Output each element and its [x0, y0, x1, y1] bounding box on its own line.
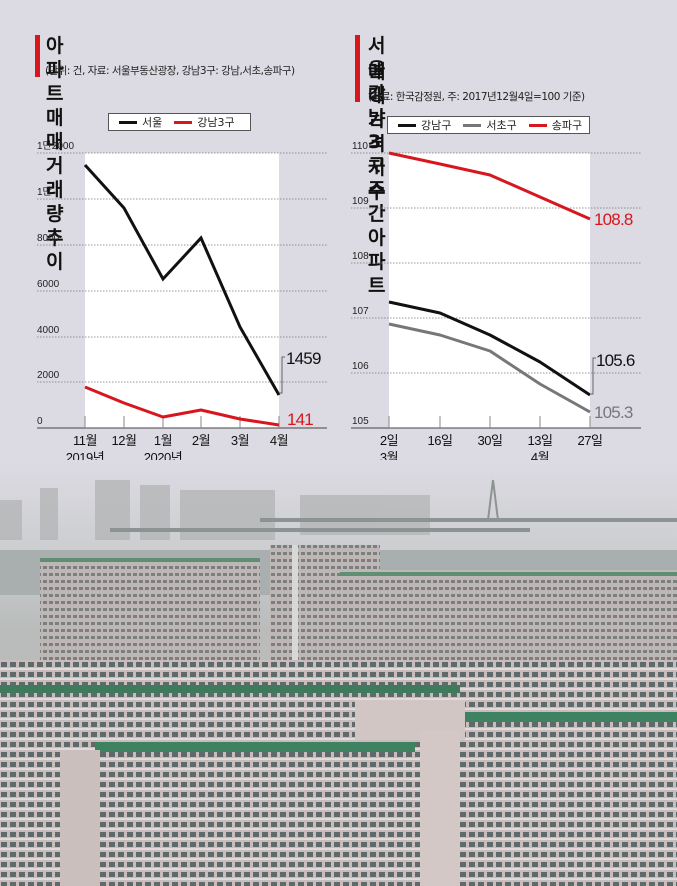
- right-y-tick: 107: [352, 306, 369, 317]
- right-plot-area: [389, 153, 590, 428]
- left-x-tick-label: 11월: [73, 433, 97, 448]
- charts-canvas: 1만2000 1만 8000 6000 4000 2000 0 11월 12월 …: [37, 140, 641, 465]
- legend-label-songpa: 송파구: [551, 119, 583, 132]
- legend-item-seocho: 서초구: [463, 117, 517, 133]
- legend-label-seoul: 서울: [142, 116, 163, 129]
- right-chart-subtitle: (자료: 한국감정원, 주: 2017년12월4일=100 기준): [368, 91, 585, 103]
- legend-item-songpa: 송파구: [528, 117, 583, 133]
- series-line-seocho: [388, 322, 591, 414]
- left-title-accent: [35, 35, 40, 77]
- legend-swatch-seoul: [119, 120, 137, 124]
- left-y-tick: 1만2000: [37, 140, 74, 152]
- cityscape-illustration: [0, 460, 677, 886]
- right-chart-title-line2: 매매가격지수: [368, 61, 385, 203]
- left-y-tick: 8000: [37, 233, 60, 244]
- right-chart-legend: 강남구 서초구 송파구: [387, 116, 590, 134]
- left-x-tick-label: 12월: [112, 433, 137, 448]
- gangnam3-end-value: 141: [287, 410, 313, 429]
- right-x-tick-label: 27일: [578, 433, 603, 448]
- seoul-end-leader-line: [279, 356, 285, 394]
- left-chart-subtitle: (단위: 건, 자료: 서울부동산광장, 강남3구: 강남,서초,송파구): [45, 65, 295, 77]
- left-chart: 1만2000 1만 8000 6000 4000 2000 0 11월 12월 …: [37, 140, 327, 465]
- legend-item-seoul: 서울: [119, 114, 162, 130]
- legend-swatch-gangnam: [398, 123, 416, 127]
- left-y-tick: 1만: [37, 186, 52, 198]
- left-gridlines: [37, 152, 327, 383]
- legend-label-seocho: 서초구: [486, 119, 517, 132]
- legend-item-gangnam: 강남구: [398, 117, 451, 133]
- left-x-tick-label: 4월: [270, 433, 288, 448]
- apartment-cityscape-photo: [0, 460, 677, 886]
- right-x-tick-label: 13일: [528, 433, 553, 448]
- left-y-tick: 2000: [37, 370, 60, 381]
- right-y-tick: 108: [352, 251, 369, 262]
- left-y-tick: 4000: [37, 325, 60, 336]
- legend-swatch-seocho: [463, 123, 482, 127]
- gangnam-end-leader-line: [590, 357, 596, 395]
- seoul-end-value: 1459: [286, 349, 321, 368]
- right-y-tick: 109: [352, 196, 369, 207]
- right-y-tick: 106: [352, 361, 369, 372]
- series-line-seoul: [83, 163, 281, 396]
- left-y-tick: 0: [37, 416, 43, 427]
- right-y-tick: 105: [352, 416, 369, 427]
- left-x-tick-label: 2월: [192, 433, 210, 448]
- left-x-tick-label: 1월: [154, 433, 172, 448]
- left-y-tick: 6000: [37, 279, 60, 290]
- right-x-tick-label: 16일: [428, 433, 453, 448]
- seocho-end-value: 105.3: [594, 403, 633, 422]
- legend-swatch-songpa: [528, 123, 547, 127]
- right-chart: 110 109 108 107 106 105 2일 16일 30일 13일 2…: [351, 141, 641, 465]
- series-line-gangnam: [388, 300, 591, 397]
- series-line-gangnam3: [84, 385, 280, 427]
- songpa-end-value: 108.8: [594, 210, 633, 229]
- legend-swatch-gangnam3: [174, 120, 193, 124]
- right-x-tick-label: 30일: [478, 433, 503, 448]
- right-y-tick: 110: [352, 141, 368, 152]
- right-x-tick-label: 2일: [380, 433, 398, 448]
- left-x-tick-label: 3월: [231, 433, 249, 448]
- gangnam-end-value: 105.6: [596, 351, 635, 370]
- right-x-ticks: [388, 416, 591, 428]
- series-line-songpa: [388, 151, 591, 221]
- left-chart-title: 아파트 매매 거래량 추이: [46, 35, 63, 273]
- legend-label-gangnam3: 강남3구: [197, 116, 235, 129]
- right-gridlines: [351, 152, 641, 374]
- right-title-accent: [355, 35, 360, 102]
- legend-label-gangnam: 강남구: [421, 119, 452, 132]
- legend-item-gangnam3: 강남3구: [174, 114, 235, 130]
- left-chart-legend: 서울 강남3구: [108, 113, 251, 131]
- right-chart-title-line1: 서울 강남3구 주간 아파트: [368, 35, 385, 297]
- left-plot-area: [85, 153, 279, 428]
